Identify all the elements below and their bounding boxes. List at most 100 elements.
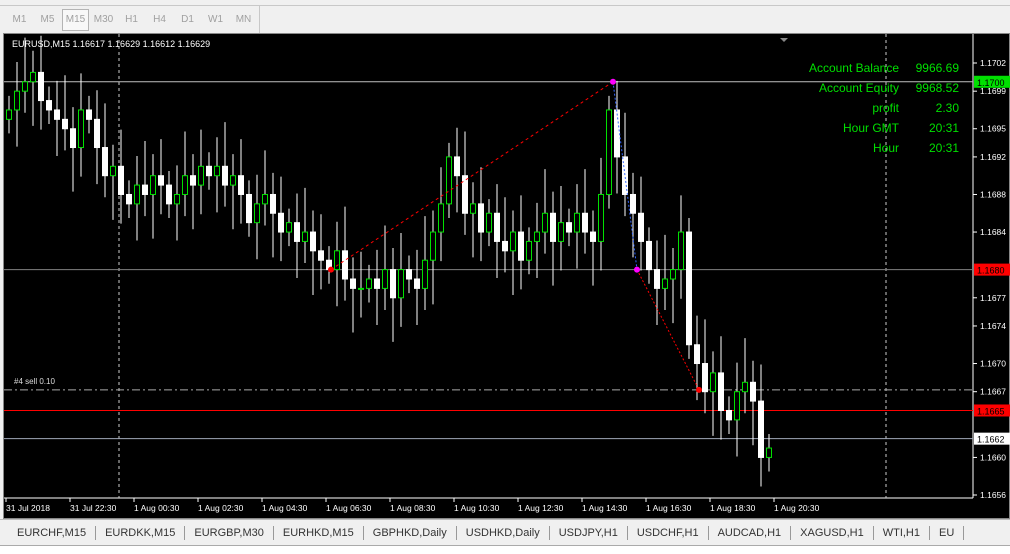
account-label: Hour <box>872 141 899 155</box>
candle <box>750 381 756 402</box>
price-marker-label: 1.1680 <box>977 266 1005 276</box>
time-tick-label: 1 Aug 04:30 <box>262 503 308 513</box>
timeframe-h1[interactable]: H1 <box>125 14 138 25</box>
candle <box>598 193 604 242</box>
timeframe-mn[interactable]: MN <box>235 14 252 25</box>
candle <box>574 212 580 233</box>
price-tick-label: 1.1660 <box>980 452 1006 462</box>
candle <box>174 193 180 205</box>
timeframe-d1[interactable]: D1 <box>181 14 194 25</box>
candle <box>590 231 596 242</box>
chart-tab[interactable]: AUDCAD,H1 <box>709 525 792 540</box>
candle <box>638 212 644 242</box>
candle <box>150 175 156 195</box>
candle <box>422 259 428 289</box>
candle <box>86 109 92 120</box>
candle <box>390 269 396 299</box>
chart-tabs: EURCHF,M15 EURDKK,M15 EURGBP,M30 EURHKD,M15… <box>0 519 1010 545</box>
price-tick-label: 1.1699 <box>980 86 1006 96</box>
candle <box>550 212 556 242</box>
account-label: Hour GMT <box>842 121 899 135</box>
candle <box>662 278 668 289</box>
candle <box>102 147 108 177</box>
time-tick-label: 1 Aug 12:30 <box>518 503 564 513</box>
candle <box>758 400 764 458</box>
time-tick-label: 1 Aug 10:30 <box>454 503 500 513</box>
candle <box>742 381 748 393</box>
candle <box>510 231 516 252</box>
candle <box>382 269 388 289</box>
trade-line <box>636 269 700 391</box>
account-value: 20:31 <box>928 121 959 135</box>
account-row: Hour GMT 20:31 <box>809 118 959 138</box>
candle <box>214 165 220 177</box>
chart-tab[interactable]: WTI,H1 <box>874 525 930 540</box>
chart-tab[interactable]: USDCHF,H1 <box>628 525 709 540</box>
terminal-strip <box>0 545 1010 554</box>
candle <box>286 222 292 233</box>
chart-tab[interactable]: EURDKK,M15 <box>96 525 186 540</box>
candle <box>6 109 12 120</box>
chart-tab[interactable]: EU <box>930 525 965 540</box>
time-tick-label: 31 Jul 2018 <box>6 503 50 513</box>
timeframe-h4[interactable]: H4 <box>153 14 166 25</box>
price-tick-label: 1.1656 <box>980 490 1006 500</box>
candle <box>702 363 708 393</box>
timeframe-w1[interactable]: W1 <box>208 14 223 25</box>
trade-arrow-icon <box>634 266 640 273</box>
account-row: profit 2.30 <box>809 98 959 118</box>
price-tick-label: 1.1695 <box>980 124 1006 134</box>
chart-window[interactable]: 1.1702 1.1699 1.1695 1.1692 1.1688 1.1684 1.16… <box>3 33 1010 519</box>
candle <box>254 203 260 224</box>
price-tick-label: 1.1692 <box>980 152 1006 162</box>
candle <box>206 165 212 177</box>
symbol-header: EURUSD,M15 1.16617 1.16629 1.16612 1.166… <box>12 39 211 49</box>
account-row: Hour 20:31 <box>809 138 959 158</box>
chart-tab[interactable]: USDHKD,Daily <box>457 525 550 540</box>
main-toolbar <box>0 0 1010 6</box>
chart-tab[interactable]: USDJPY,H1 <box>550 525 628 540</box>
candle <box>622 156 628 195</box>
price-tick-label: 1.1684 <box>980 227 1006 237</box>
candle <box>30 71 36 83</box>
timeframe-toolbar: M1 M5 M15 M30 H1 H4 D1 W1 MN <box>0 6 260 33</box>
candle <box>478 203 484 233</box>
time-tick-label: 1 Aug 14:30 <box>582 503 628 513</box>
trade-line <box>612 81 638 270</box>
candle <box>270 193 276 214</box>
candle <box>430 231 436 261</box>
candle <box>718 372 724 411</box>
candle <box>414 278 420 289</box>
candle <box>502 240 508 252</box>
account-info-panel: Account Balance 9966.69 Account Equity 9968… <box>809 58 959 158</box>
chart-tab[interactable]: GBPHKD,Daily <box>364 525 457 540</box>
account-value: 2.30 <box>935 101 959 115</box>
chart-tab[interactable]: EURCHF,M15 <box>8 525 97 540</box>
account-row: Account Equity 9968.52 <box>809 78 959 98</box>
timeframe-m5[interactable]: M5 <box>40 14 55 25</box>
candle <box>190 175 196 186</box>
time-tick-label: 1 Aug 18:30 <box>710 503 756 513</box>
candle <box>462 175 468 214</box>
candle <box>94 118 100 149</box>
price-marker-label: 1.1700 <box>977 78 1005 88</box>
timeframe-m30[interactable]: M30 <box>93 14 114 25</box>
candle <box>406 269 412 280</box>
chart-tab[interactable]: EURGBP,M30 <box>185 525 274 540</box>
candle <box>678 231 684 271</box>
price-marker-label: 1.1665 <box>977 406 1005 416</box>
chart-tab[interactable]: EURHKD,M15 <box>274 525 364 540</box>
candle <box>302 231 308 242</box>
candle <box>334 250 340 271</box>
timeframe-m15[interactable]: M15 <box>62 8 89 31</box>
candle <box>646 240 652 271</box>
price-marker <box>974 404 1010 417</box>
price-chart[interactable]: 1.1702 1.1699 1.1695 1.1692 1.1688 1.1684 1.16… <box>4 34 1010 520</box>
candle <box>566 222 572 233</box>
price-marker <box>974 432 1010 445</box>
candle <box>230 175 236 186</box>
chart-tab[interactable]: XAGUSD,H1 <box>791 525 874 540</box>
chart-shift-icon <box>780 38 788 42</box>
timeframe-m1[interactable]: M1 <box>12 14 27 25</box>
time-tick-label: 31 Jul 22:30 <box>70 503 117 513</box>
